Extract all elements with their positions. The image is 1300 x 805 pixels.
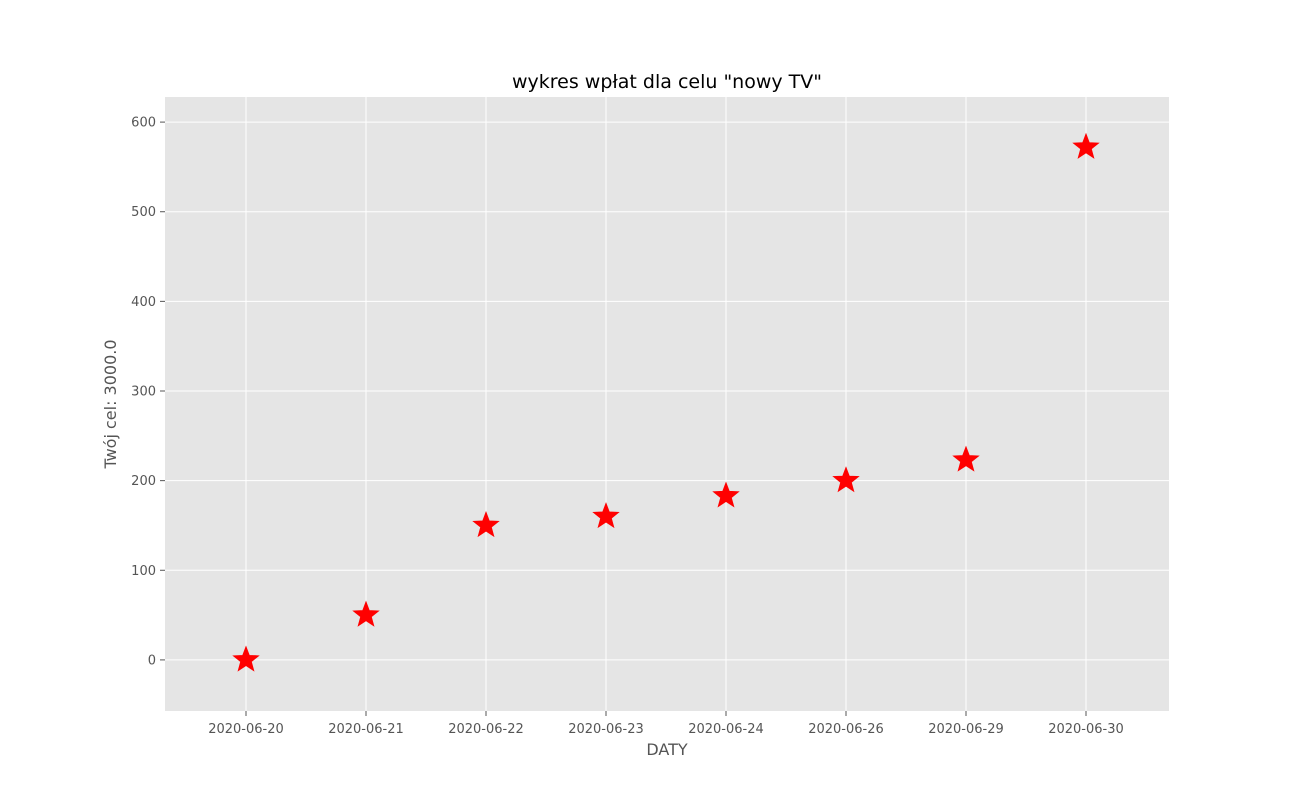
- star-marker: [712, 481, 740, 508]
- grid-lines: [165, 97, 1169, 711]
- star-marker: [952, 445, 980, 472]
- star-marker: [232, 645, 260, 672]
- star-marker: [832, 466, 860, 493]
- x-tick-label: 2020-06-21: [328, 722, 404, 737]
- y-tick-labels: 0 100 200 300 400 500 600: [131, 116, 165, 668]
- x-tick-label: 2020-06-20: [208, 722, 284, 737]
- chart-title: wykres wpłat dla celu "nowy TV": [512, 71, 822, 93]
- y-tick-label: 100: [131, 564, 156, 579]
- star-marker: [352, 600, 380, 627]
- y-tick-label: 300: [131, 385, 156, 400]
- star-marker: [472, 511, 500, 538]
- x-tick-label: 2020-06-29: [928, 722, 1004, 737]
- x-tick-labels: 2020-06-20 2020-06-21 2020-06-22 2020-06-23…: [208, 711, 1124, 737]
- y-tick-label: 0: [148, 653, 156, 668]
- y-tick-label: 500: [131, 205, 156, 220]
- y-tick-label: 200: [131, 474, 156, 489]
- x-tick-label: 2020-06-22: [448, 722, 524, 737]
- x-axis-label: DATY: [646, 740, 688, 759]
- data-points: [232, 132, 1100, 672]
- x-tick-label: 2020-06-26: [808, 722, 884, 737]
- x-tick-label: 2020-06-30: [1048, 722, 1124, 737]
- x-tick-label: 2020-06-23: [568, 722, 644, 737]
- y-tick-label: 600: [131, 116, 156, 131]
- x-tick-label: 2020-06-24: [688, 722, 764, 737]
- star-marker: [592, 502, 620, 529]
- y-tick-label: 400: [131, 295, 156, 310]
- plot-background: [165, 97, 1169, 711]
- y-axis-label: Twój cel: 3000.0: [101, 339, 120, 469]
- star-marker: [1072, 132, 1100, 159]
